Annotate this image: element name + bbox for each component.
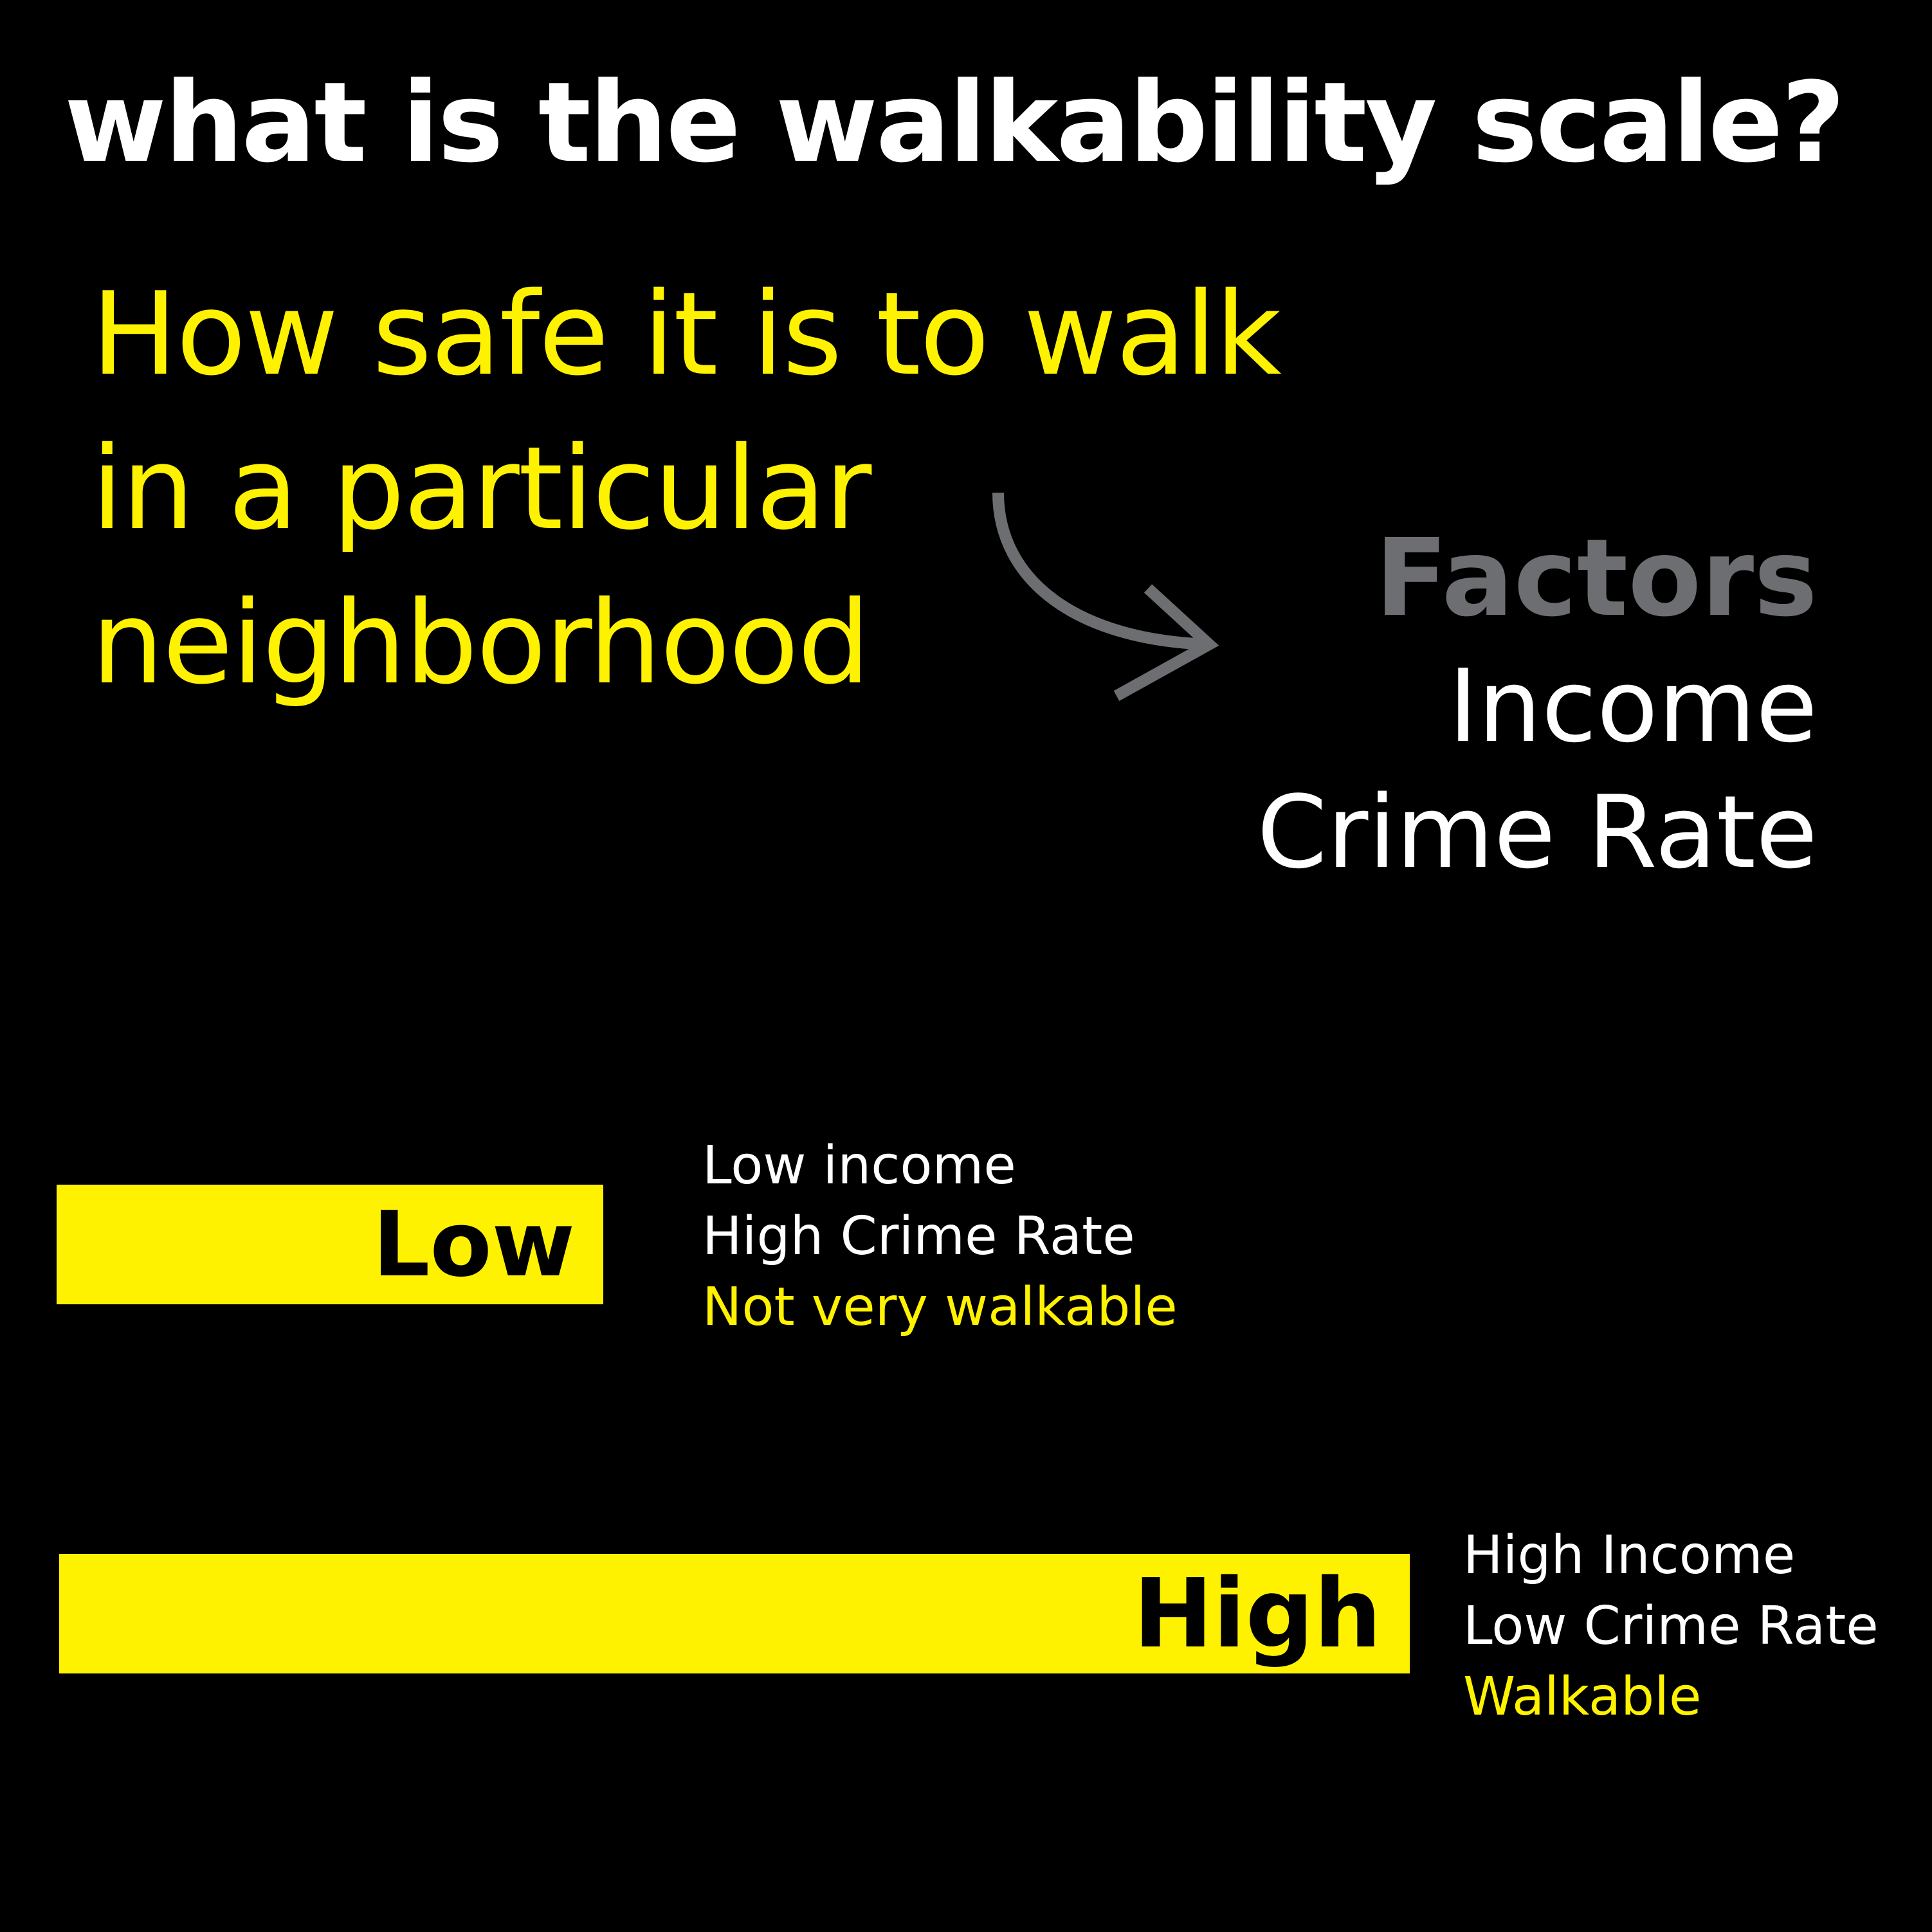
low-verdict-text: Not very walkable (702, 1277, 1178, 1338)
definition-line: in a particular (91, 422, 871, 555)
high-scale-bar: High (59, 1554, 1410, 1673)
factor-crime-rate: Crime Rate (1257, 774, 1818, 891)
low-crime-text: Low Crime Rate (1463, 1596, 1879, 1657)
curved-arrow-right-icon (992, 492, 1219, 701)
page-title: what is the walkability scale? (64, 58, 1845, 187)
definition: How safe it is to walk in a particular n… (91, 257, 1282, 720)
high-scale-label: High (1133, 1558, 1381, 1669)
definition-line: How safe it is to walk (91, 268, 1282, 401)
factors-list: Factors Income Crime Rate (1257, 515, 1818, 895)
low-scale-bar: Low (57, 1185, 603, 1304)
high-verdict-text: Walkable (1463, 1666, 1702, 1727)
high-crime-text: High Crime Rate (702, 1206, 1135, 1267)
low-income-text: Low income (702, 1135, 1016, 1196)
high-scale-details: High Income Low Crime Rate Walkable (1463, 1520, 1879, 1733)
factor-income: Income (1448, 648, 1818, 765)
low-scale-details: Low income High Crime Rate Not very walk… (702, 1131, 1178, 1343)
definition-line: neighborhood (91, 576, 870, 709)
low-scale-label: Low (372, 1192, 575, 1297)
high-income-text: High Income (1463, 1525, 1796, 1586)
factors-heading: Factors (1374, 516, 1818, 641)
